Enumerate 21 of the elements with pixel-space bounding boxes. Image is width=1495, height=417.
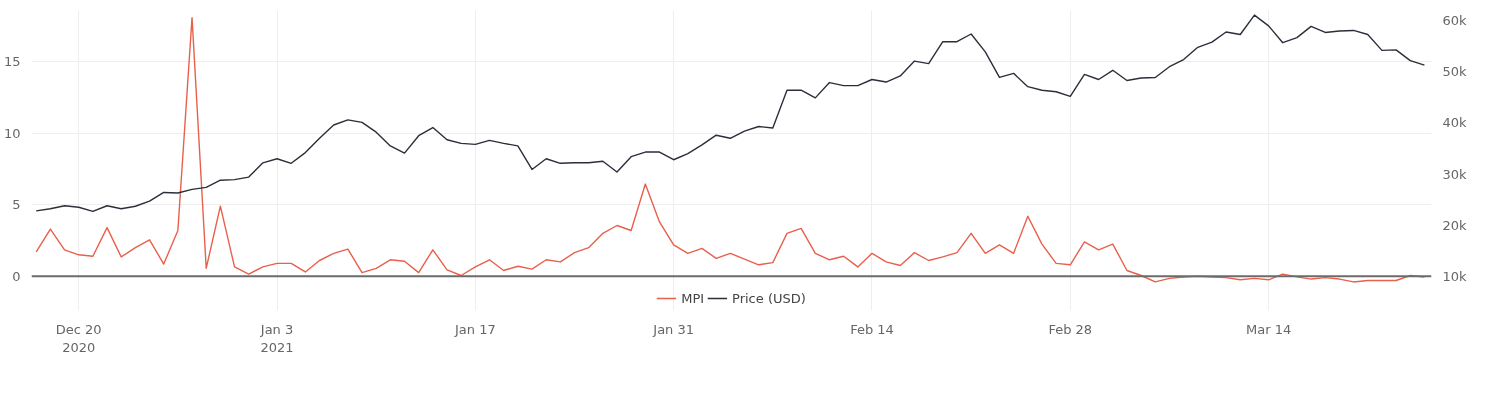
y-tick-label: 10 xyxy=(3,125,21,141)
legend-label: Price (USD) xyxy=(732,290,806,306)
line-series xyxy=(35,14,1426,213)
x-tick-label: Jan 17 xyxy=(453,321,496,337)
line-series xyxy=(35,16,1426,283)
y2-tick-label: 10k xyxy=(1442,268,1468,284)
y-tick-label: 5 xyxy=(12,197,21,213)
y-tick-label: 15 xyxy=(3,54,21,70)
y2-tick-label: 40k xyxy=(1442,115,1468,131)
y-tick-label: 0 xyxy=(12,268,21,284)
x-tick-label: Dec 20 2020 xyxy=(55,321,102,355)
x-tick-label: Jan 3 2021 xyxy=(259,321,294,355)
x-tick-label: Jan 31 xyxy=(652,321,695,337)
y2-tick-label: 20k xyxy=(1442,217,1468,233)
y2-tick-label: 50k xyxy=(1442,64,1468,80)
x-tick-label: Mar 14 xyxy=(1246,321,1292,337)
y2-tick-label: 30k xyxy=(1442,166,1468,182)
legend-label: MPI xyxy=(681,290,705,306)
x-tick-label: Feb 14 xyxy=(850,321,894,337)
x-tick-label: Feb 28 xyxy=(1048,321,1093,337)
y2-tick-label: 60k xyxy=(1442,13,1468,29)
